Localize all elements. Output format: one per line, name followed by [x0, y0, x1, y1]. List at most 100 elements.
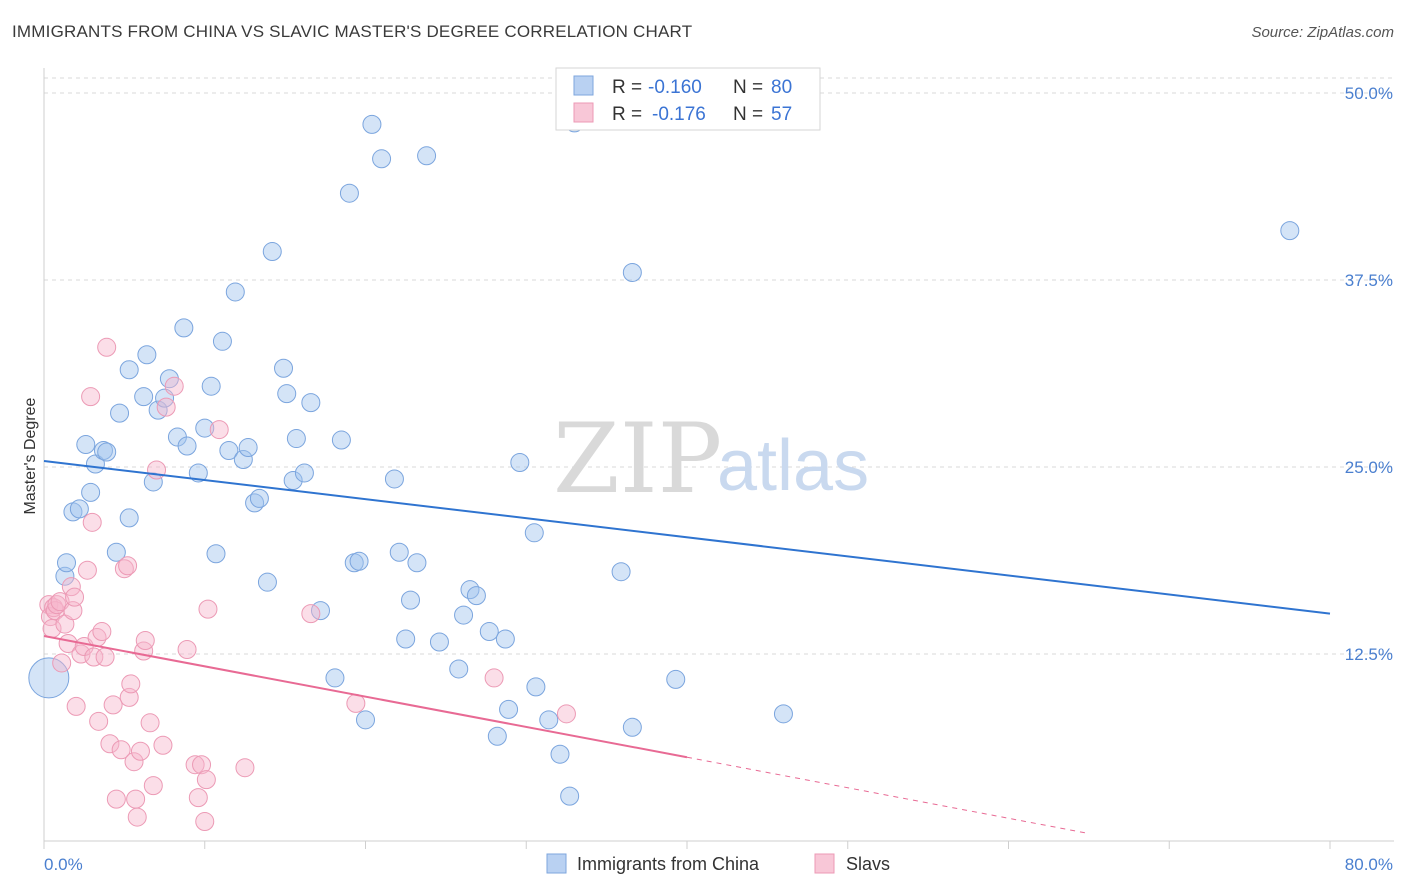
tick-labels: 12.5% 25.0% 37.5% 50.0% 0.0% 80.0%: [44, 84, 1393, 874]
slavs-point: [81, 387, 101, 407]
slavs-point: [177, 640, 197, 660]
slavs-point: [198, 599, 218, 619]
trend-lines: [43, 460, 1331, 835]
china-point: [110, 403, 130, 423]
china-point: [325, 668, 345, 688]
legend-n-value-1: 80: [771, 77, 792, 98]
slavs-point: [301, 604, 321, 624]
china-point: [57, 553, 77, 573]
china-point: [479, 622, 499, 642]
china-point: [119, 360, 139, 380]
china-point: [389, 542, 409, 562]
china-point: [495, 629, 515, 649]
axes: [43, 68, 1394, 849]
china-point: [206, 544, 226, 564]
watermark-atlas: atlas: [717, 426, 869, 506]
slavs-trend-line: [43, 635, 688, 759]
slavs-point: [556, 704, 576, 724]
china-point: [499, 699, 519, 719]
y-axis-label: Master's Degree: [22, 397, 39, 514]
china-point: [294, 463, 314, 483]
slavs-point: [164, 376, 184, 396]
china-point: [277, 384, 297, 404]
y-tick-label-3: 50.0%: [1345, 84, 1393, 103]
china-point: [201, 376, 221, 396]
watermark-zip: ZIP: [553, 403, 722, 515]
china-point: [225, 282, 245, 302]
china-point: [524, 523, 544, 543]
slavs-point: [135, 631, 155, 651]
series-swatch-slavs: [814, 853, 835, 874]
china-point: [349, 551, 369, 571]
slavs-point: [61, 577, 81, 597]
slavs-point: [118, 556, 138, 576]
legend-r-label-1: R =: [612, 77, 642, 98]
x-tick-label-min: 0.0%: [44, 855, 83, 874]
slavs-point: [188, 788, 208, 808]
chart-title: IMMIGRANTS FROM CHINA VS SLAVIC MASTER'S…: [12, 22, 693, 41]
china-point: [539, 710, 559, 730]
china-point: [622, 262, 642, 282]
y-tick-label-1: 25.0%: [1345, 458, 1393, 477]
slavs-point: [103, 695, 123, 715]
china-point: [262, 242, 282, 262]
china-point: [177, 436, 197, 456]
legend-n-value-2: 57: [771, 104, 792, 125]
china-point: [429, 632, 449, 652]
series-legend: Immigrants from China Slavs: [546, 853, 890, 874]
china-point: [274, 358, 294, 378]
legend-n-label-2: N =: [733, 104, 763, 125]
series-label-china: Immigrants from China: [577, 854, 760, 874]
x-tick-label-max: 80.0%: [1345, 855, 1393, 874]
china-point: [401, 590, 421, 610]
china-point: [510, 452, 530, 472]
legend-swatch-blue: [573, 75, 594, 96]
grid-lines: [44, 77, 1394, 655]
slavs-point: [92, 622, 112, 642]
legend-n-label-1: N =: [733, 77, 763, 98]
china-point: [466, 586, 486, 606]
slavs-point: [82, 512, 102, 532]
china-point: [487, 726, 507, 746]
slavs-point: [196, 770, 216, 790]
slavs-point: [195, 812, 215, 832]
china-trend-line: [43, 460, 1331, 615]
y-tick-label-2: 37.5%: [1345, 271, 1393, 290]
slavs-point: [106, 789, 126, 809]
slavs-point: [66, 696, 86, 716]
slavs-point: [111, 740, 131, 760]
slavs-point: [124, 752, 144, 772]
series-slavs: [39, 337, 576, 832]
china-point: [356, 710, 375, 730]
slavs-point: [235, 758, 255, 778]
china-point: [76, 435, 96, 455]
source-label: Source: ZipAtlas.com: [1251, 24, 1394, 41]
slavs-point: [84, 647, 104, 667]
slavs-point: [484, 668, 504, 688]
china-point: [119, 508, 139, 528]
slavs-point: [121, 674, 141, 694]
china-point: [301, 393, 321, 413]
slavs-point: [192, 755, 212, 775]
china-point: [134, 387, 154, 407]
china-point: [372, 149, 392, 169]
legend-r-value-1: -0.160: [648, 77, 702, 98]
slavs-point: [89, 711, 109, 731]
slavs-point: [185, 755, 205, 775]
y-tick-label-0: 12.5%: [1345, 645, 1393, 664]
china-point: [622, 717, 642, 737]
china-point: [97, 442, 117, 462]
china-point: [407, 553, 427, 573]
china-point: [286, 429, 306, 449]
slavs-point: [77, 560, 97, 580]
series-immigrants-from-china: [28, 113, 1300, 806]
china-point: [137, 345, 157, 365]
legend-box: [555, 67, 821, 131]
china-point: [195, 418, 215, 438]
legend-r-value-2: -0.176: [652, 104, 706, 125]
slavs-point: [153, 735, 173, 755]
china-point: [339, 183, 359, 203]
china-point: [666, 669, 686, 689]
china-point: [331, 430, 351, 450]
slavs-point: [100, 734, 120, 754]
